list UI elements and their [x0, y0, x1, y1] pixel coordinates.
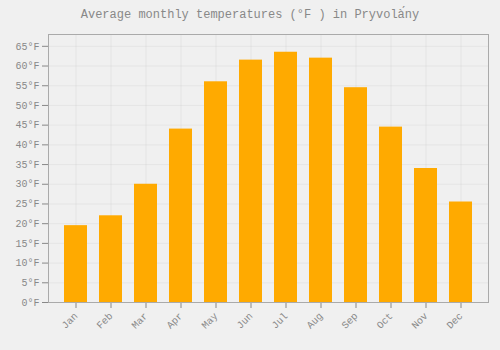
- svg-text:25°F: 25°F: [15, 199, 39, 210]
- svg-text:Nov: Nov: [410, 311, 431, 332]
- svg-text:20°F: 20°F: [15, 219, 39, 230]
- svg-text:Mar: Mar: [130, 311, 151, 332]
- svg-text:55°F: 55°F: [15, 81, 39, 92]
- svg-text:May: May: [200, 311, 221, 332]
- svg-text:Feb: Feb: [95, 311, 116, 332]
- svg-text:65°F: 65°F: [15, 42, 39, 53]
- svg-text:10°F: 10°F: [15, 258, 39, 269]
- svg-text:Aug: Aug: [305, 311, 326, 332]
- svg-text:5°F: 5°F: [21, 278, 39, 289]
- svg-text:Dec: Dec: [445, 311, 466, 332]
- svg-text:Oct: Oct: [375, 311, 396, 332]
- svg-text:45°F: 45°F: [15, 120, 39, 131]
- svg-text:60°F: 60°F: [15, 61, 39, 72]
- svg-text:Apr: Apr: [165, 311, 186, 332]
- svg-text:Jan: Jan: [60, 311, 81, 332]
- svg-text:30°F: 30°F: [15, 179, 39, 190]
- svg-text:Jun: Jun: [235, 311, 256, 332]
- svg-text:15°F: 15°F: [15, 239, 39, 250]
- html-text:Average monthly temperatures (: Average monthly temperatures (°F ) in Pr…: [80, 8, 420, 22]
- svg-text:35°F: 35°F: [15, 160, 39, 171]
- svg-text:40°F: 40°F: [15, 140, 39, 151]
- svg-text:Jul: Jul: [270, 311, 291, 332]
- svg-text:0°F: 0°F: [21, 298, 39, 309]
- svg-text:50°F: 50°F: [15, 101, 39, 112]
- svg-text:Sep: Sep: [340, 311, 361, 332]
